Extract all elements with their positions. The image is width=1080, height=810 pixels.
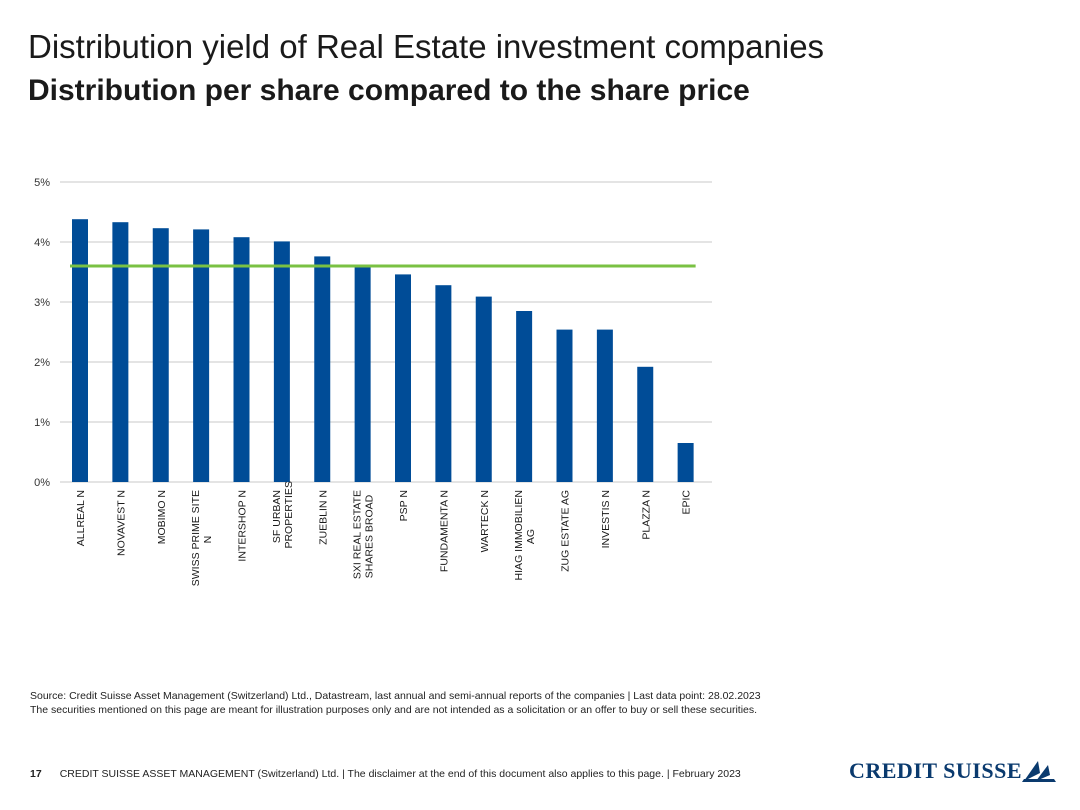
bar xyxy=(475,296,492,482)
page-footer: 17 CREDIT SUISSE ASSET MANAGEMENT (Switze… xyxy=(30,768,741,780)
bar xyxy=(112,222,129,482)
x-tick-label: ZUEBLIN N xyxy=(317,490,329,545)
x-tick-label: HIAG IMMOBILIENAG xyxy=(513,490,537,580)
x-tick-label: SXI REAL ESTATESHARES BROAD xyxy=(352,490,376,579)
x-tick-label: INTERSHOP N xyxy=(237,490,249,562)
bar xyxy=(637,366,654,482)
y-tick-label: 3% xyxy=(34,297,50,309)
y-tick-label: 2% xyxy=(34,357,50,369)
sails-icon xyxy=(1022,761,1056,782)
bar xyxy=(395,274,411,482)
logo-text: CREDIT SUISSE xyxy=(848,758,1022,783)
yield-bar-chart: 0% 1% 2% 3% 4% 5% ALLREAL N NOVAVEST N MOBIMO N S… xyxy=(34,177,712,586)
bar xyxy=(72,219,88,482)
x-tick-label: ALLREAL N xyxy=(75,490,87,546)
bar xyxy=(273,241,290,482)
x-tick-label: MOBIMO N xyxy=(156,490,168,544)
x-tick-label: NOVAVEST N xyxy=(115,490,127,556)
y-tick-label: 4% xyxy=(34,237,50,249)
bar xyxy=(516,311,533,482)
x-tick-label: SWISS PRIME SITEN xyxy=(190,490,214,586)
bar xyxy=(354,266,371,482)
footer-text: CREDIT SUISSE ASSET MANAGEMENT (Switzerl… xyxy=(59,768,741,780)
y-tick-label: 1% xyxy=(34,417,50,429)
source-line: Source: Credit Suisse Asset Management (… xyxy=(30,690,761,702)
page-subtitle: Distribution per share compared to the s… xyxy=(28,74,750,107)
x-tick-label: PLAZZA N xyxy=(640,490,652,540)
bar xyxy=(193,229,210,482)
bar xyxy=(556,329,573,482)
credit-suisse-logo: CREDIT SUISSE xyxy=(849,758,1056,784)
bar xyxy=(435,285,452,482)
source-note: Source: Credit Suisse Asset Management (… xyxy=(30,689,761,717)
bar xyxy=(677,443,694,482)
bar xyxy=(233,237,250,482)
bar xyxy=(596,329,613,482)
page-number: 17 xyxy=(30,768,42,780)
x-tick-label: FUNDAMENTA N xyxy=(438,490,450,572)
bar xyxy=(152,228,169,482)
bar xyxy=(314,256,331,482)
disclaimer-line: The securities mentioned on this page ar… xyxy=(30,704,758,716)
page-title: Distribution yield of Real Estate invest… xyxy=(28,28,825,65)
x-tick-label: SF URBANPROPERTIES xyxy=(271,481,295,549)
x-tick-label: INVESTIS N xyxy=(600,490,612,548)
x-tick-label: WARTECK N xyxy=(479,490,491,552)
x-tick-label: ZUG ESTATE AG xyxy=(560,490,572,572)
x-tick-label: EPIC xyxy=(681,490,693,515)
x-tick-label: PSP N xyxy=(398,490,410,521)
y-tick-label: 5% xyxy=(34,177,50,189)
y-tick-label: 0% xyxy=(34,477,50,489)
